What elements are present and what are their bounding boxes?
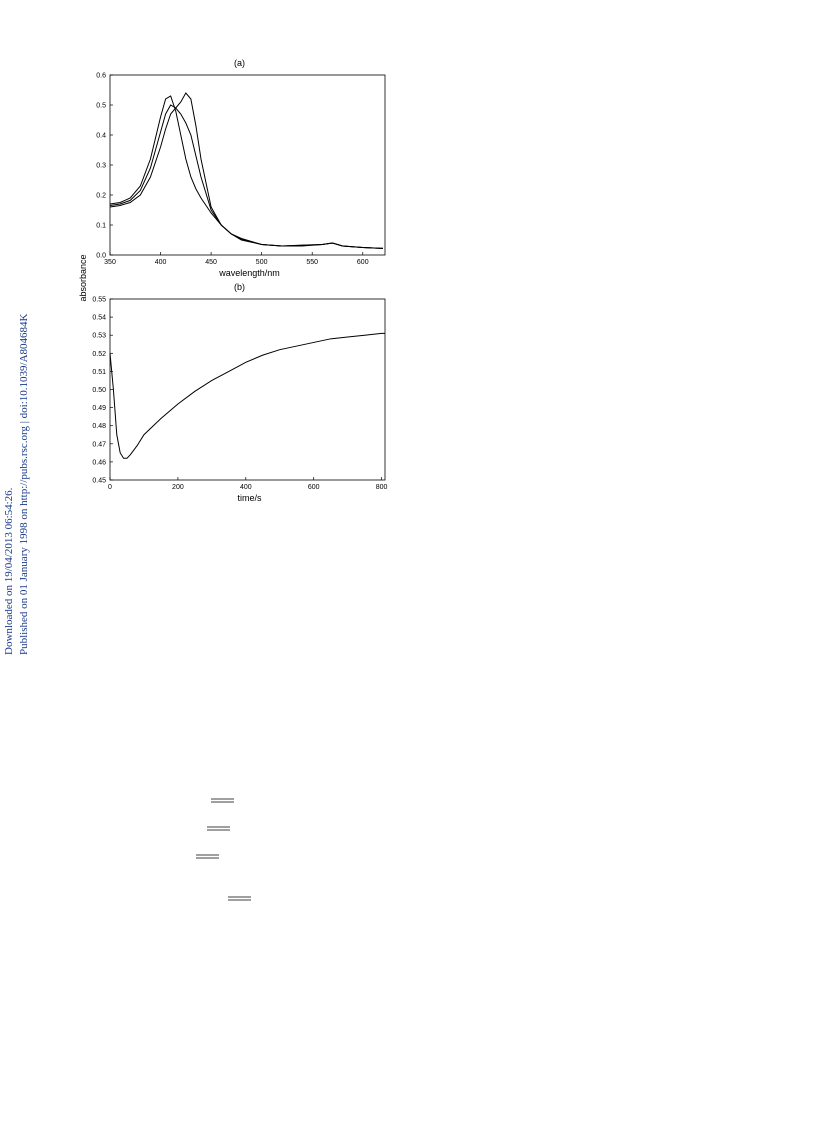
data-line bbox=[109, 332, 385, 459]
y-tick-label: 0.4 bbox=[96, 133, 106, 140]
y-tick-label: 0.52 bbox=[92, 351, 106, 358]
y-tick-label: 0.0 bbox=[96, 253, 106, 260]
y-tick-label: 0.5 bbox=[96, 103, 106, 110]
x-axis-label: wavelength/nm bbox=[218, 268, 280, 278]
equilibrium-arrows bbox=[196, 798, 251, 901]
y-tick-label: 0.51 bbox=[92, 369, 106, 376]
x-tick-label: 500 bbox=[256, 259, 268, 266]
y-tick-label: 0.55 bbox=[92, 297, 106, 304]
chart-title: (a) bbox=[234, 58, 245, 68]
data-line bbox=[109, 92, 384, 249]
y-tick-label: 0.45 bbox=[92, 478, 106, 485]
y-tick-label: 0.3 bbox=[96, 163, 106, 170]
plot-frame bbox=[109, 298, 386, 481]
y-tick-label: 0.54 bbox=[92, 315, 106, 322]
x-tick-label: 0 bbox=[108, 484, 112, 491]
x-axis-label: time/s bbox=[237, 493, 262, 503]
y-tick-label: 0.50 bbox=[92, 387, 106, 394]
x-tick-label: 600 bbox=[357, 259, 369, 266]
x-tick-label: 450 bbox=[205, 259, 217, 266]
x-tick-label: 400 bbox=[240, 484, 252, 491]
y-tick-label: 0.48 bbox=[92, 423, 106, 430]
y-tick-label: 0.6 bbox=[96, 73, 106, 80]
y-tick-label: 0.2 bbox=[96, 193, 106, 200]
download-note: Downloaded on 19/04/2013 06:54:26. bbox=[3, 487, 15, 655]
y-tick-label: 0.53 bbox=[92, 333, 106, 340]
y-axis-label: absorbance bbox=[78, 254, 88, 301]
x-tick-label: 350 bbox=[104, 259, 116, 266]
x-tick-label: 600 bbox=[308, 484, 320, 491]
x-tick-label: 550 bbox=[306, 259, 318, 266]
y-tick-label: 0.1 bbox=[96, 223, 106, 230]
y-tick-label: 0.47 bbox=[92, 441, 106, 448]
x-tick-label: 400 bbox=[155, 259, 167, 266]
y-tick-label: 0.49 bbox=[92, 405, 106, 412]
x-tick-label: 800 bbox=[376, 484, 388, 491]
publish-note: Published on 01 January 1998 on http://p… bbox=[18, 313, 30, 655]
data-line bbox=[109, 95, 384, 249]
chart-title: (b) bbox=[234, 282, 245, 292]
x-tick-label: 200 bbox=[172, 484, 184, 491]
y-tick-label: 0.46 bbox=[92, 459, 106, 466]
